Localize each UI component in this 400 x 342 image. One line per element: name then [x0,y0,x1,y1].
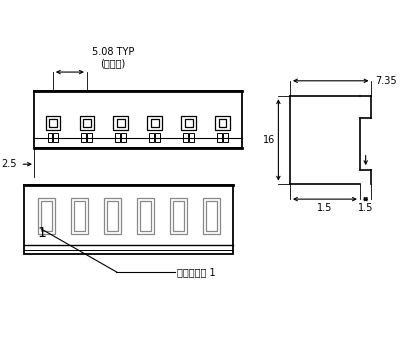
Bar [49,119,57,127]
Bar [46,116,60,130]
Bar [219,119,226,127]
Bar [151,119,158,127]
Text: 1.5: 1.5 [358,203,373,213]
Text: 2.5: 2.5 [1,159,16,169]
Text: 7.35: 7.35 [375,76,397,86]
Bar [24,185,233,254]
Bar [121,133,126,142]
Bar [173,201,184,231]
Bar [170,198,187,234]
Bar [181,116,196,130]
Bar [41,201,52,231]
Bar [80,116,94,130]
Text: 5.08 TYP
(ピッチ): 5.08 TYP (ピッチ) [92,47,134,68]
Bar [104,198,121,234]
Bar [83,119,91,127]
Text: 回路番号　 1: 回路番号 1 [176,267,215,277]
Bar [137,198,154,234]
Text: 16: 16 [263,135,276,145]
Bar [183,133,188,142]
Bar [217,133,222,142]
Text: 1: 1 [37,226,46,240]
Bar [71,198,88,234]
Bar [82,133,86,142]
Bar [223,133,228,142]
Bar [114,116,128,130]
Bar [203,198,220,234]
Bar [117,119,125,127]
Bar [38,198,55,234]
Bar [155,133,160,142]
Text: 1.5: 1.5 [317,203,333,213]
Bar [34,91,242,148]
Bar [149,133,154,142]
Bar [148,116,162,130]
Bar [87,133,92,142]
Bar [215,116,230,130]
Bar [53,133,58,142]
Bar [189,133,194,142]
Bar [116,133,120,142]
Bar [74,201,85,231]
Bar [185,119,192,127]
Bar [107,201,118,231]
Bar [140,201,151,231]
Bar [206,201,217,231]
Bar [48,133,52,142]
